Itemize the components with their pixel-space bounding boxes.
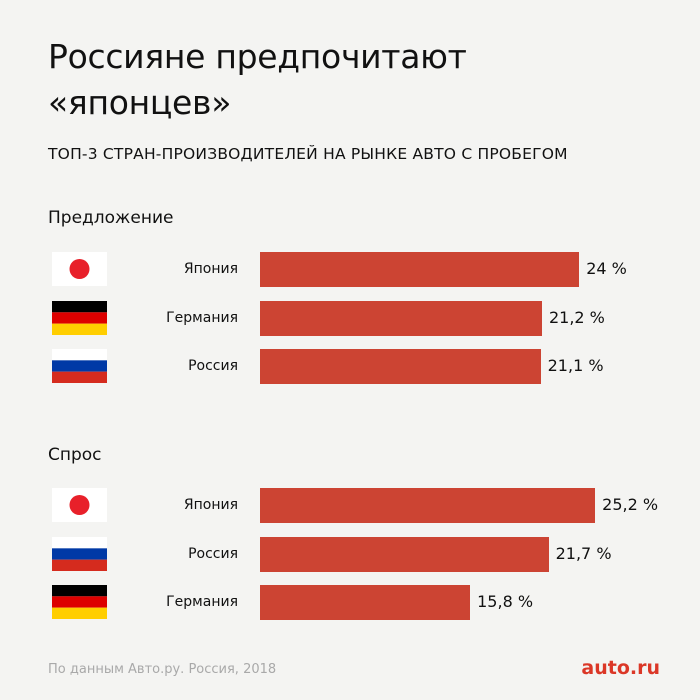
section-title: Спрос bbox=[48, 445, 102, 465]
category-label: Россия bbox=[188, 358, 238, 374]
chart-subtitle: ТОП-3 СТРАН-ПРОИЗВОДИТЕЛЕЙ НА РЫНКЕ АВТО… bbox=[48, 145, 568, 163]
value-label: 15,8 % bbox=[477, 592, 534, 611]
bar bbox=[260, 252, 580, 287]
bar-row: Германия 21,2 % bbox=[0, 300, 700, 336]
category-label: Германия bbox=[166, 309, 238, 326]
category-label: Япония bbox=[183, 261, 238, 277]
germany-flag-icon bbox=[52, 300, 107, 335]
section-title: Предложение bbox=[48, 208, 174, 228]
value-label: 25,2 % bbox=[602, 495, 659, 514]
bar-row: Россия 21,1 % bbox=[0, 349, 700, 384]
bar bbox=[260, 300, 542, 336]
germany-flag-icon bbox=[52, 585, 107, 619]
category-label: Германия bbox=[166, 594, 238, 610]
russia-flag-icon bbox=[52, 349, 107, 383]
value-label: 21,1 % bbox=[547, 356, 604, 375]
bar-row: Япония 24 % bbox=[0, 252, 700, 287]
value-label: 24 % bbox=[586, 259, 627, 278]
source-note: По данным Авто.ру. Россия, 2018 bbox=[48, 662, 277, 677]
bar bbox=[260, 585, 471, 620]
bar-row: Россия 21,7 % bbox=[0, 536, 700, 572]
category-label: Россия bbox=[188, 545, 238, 562]
bar bbox=[260, 349, 541, 384]
japan-flag-icon bbox=[52, 488, 107, 522]
value-label: 21,2 % bbox=[548, 307, 605, 327]
bar-row: Германия 15,8 % bbox=[0, 585, 700, 620]
bar bbox=[260, 488, 596, 523]
japan-flag-icon bbox=[52, 252, 107, 286]
bar-row: Япония 25,2 % bbox=[0, 488, 700, 523]
value-label: 21,7 % bbox=[555, 543, 612, 563]
bar bbox=[260, 536, 549, 572]
russia-flag-icon bbox=[52, 536, 107, 571]
category-label: Япония bbox=[183, 497, 238, 513]
brand-logo: auto.ru bbox=[581, 657, 660, 679]
chart-title: Россияне предпочитают «японцев» bbox=[48, 37, 467, 122]
